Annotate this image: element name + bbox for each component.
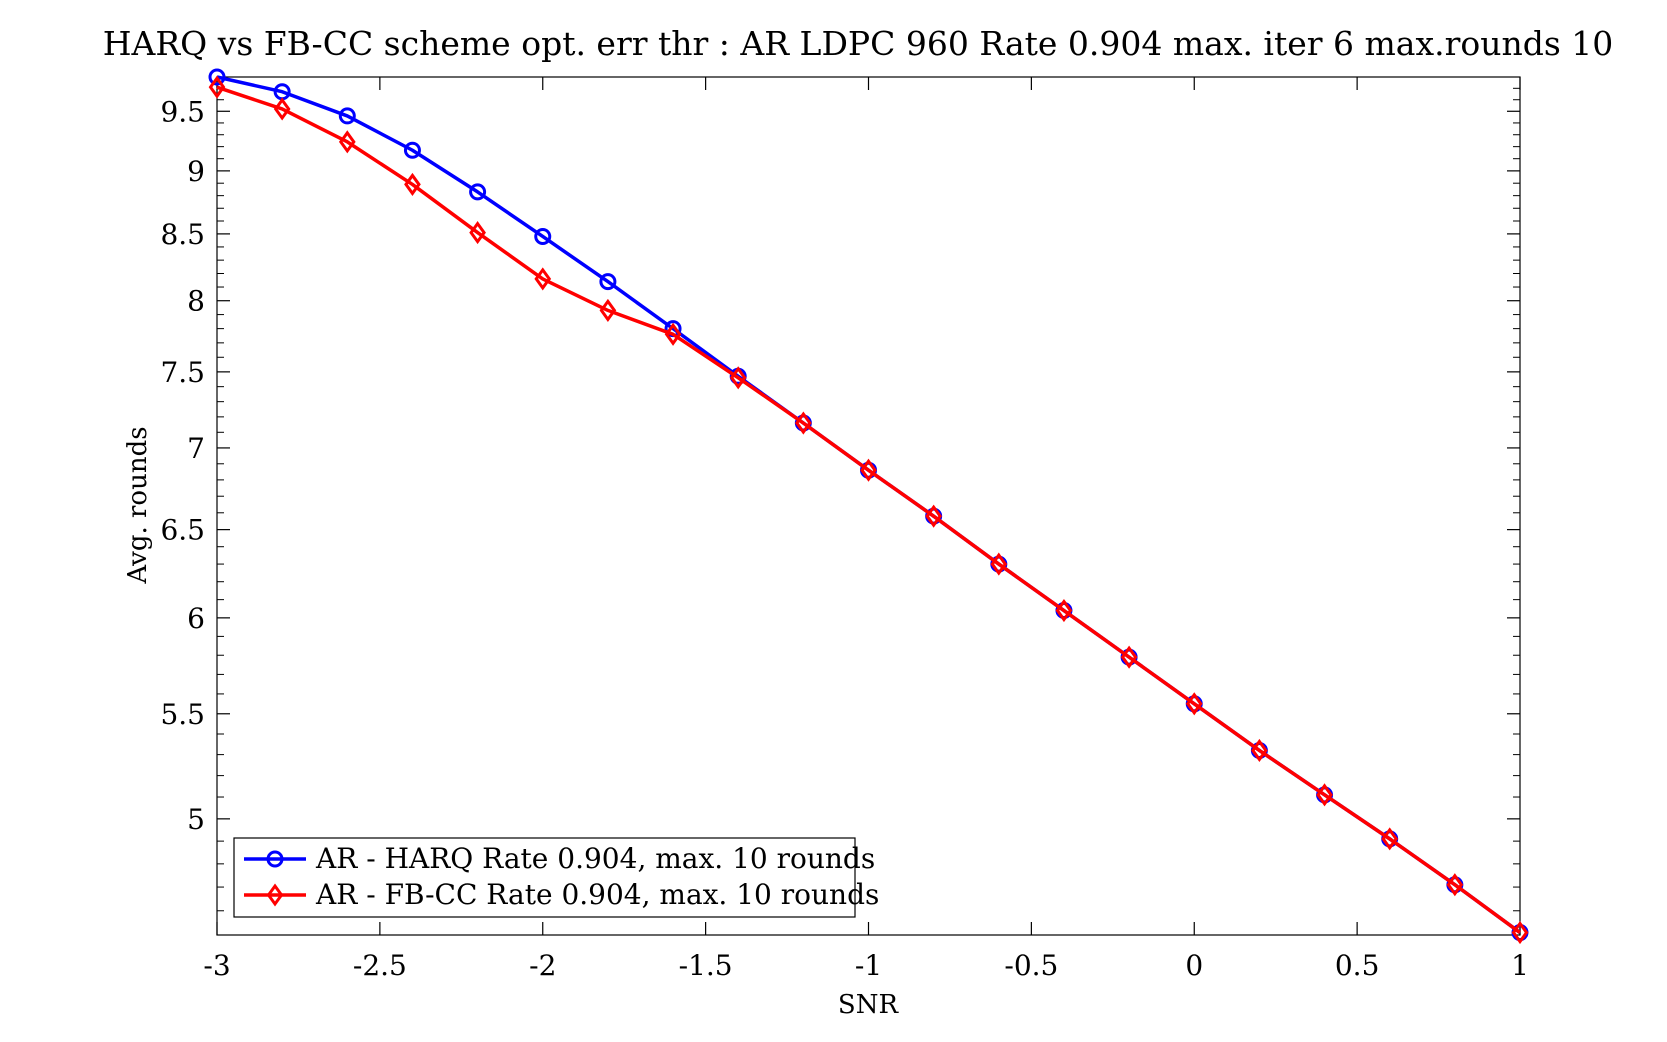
- y-tick-label: 5: [187, 803, 205, 836]
- data-point: [599, 273, 617, 291]
- data-point: [338, 130, 356, 154]
- data-point: [534, 227, 552, 245]
- data-point: [729, 366, 747, 390]
- data-point: [534, 267, 552, 291]
- data-point: [990, 552, 1008, 576]
- series-layer: [208, 68, 1529, 945]
- x-tick-label: 1: [1511, 949, 1529, 982]
- x-tick-label: -0.5: [1004, 949, 1058, 982]
- x-tick-label: 0.5: [1335, 949, 1380, 982]
- data-point: [1251, 738, 1268, 763]
- data-point: [1381, 827, 1399, 851]
- series-2: [208, 75, 1529, 945]
- x-tick-label: -1.5: [679, 949, 733, 982]
- x-axis-ticks: -3 -2.5 -2 -1.5 -1 -0.5 0 0.5 1: [203, 77, 1529, 982]
- data-point: [1511, 920, 1529, 945]
- data-point: [338, 107, 356, 125]
- y-axis-ticks: 5 5.5 6 6.5 7 7.5 8 8.5 9 9.5: [160, 95, 1520, 836]
- chart-title: HARQ vs FB-CC scheme opt. err thr : AR L…: [103, 24, 1614, 63]
- data-point: [469, 183, 487, 201]
- minor-ticks: [217, 76, 1520, 936]
- x-tick-label: 0: [1185, 949, 1203, 982]
- data-point: [1185, 692, 1203, 716]
- data-point: [794, 411, 812, 435]
- data-point: [208, 75, 226, 99]
- data-point: [208, 68, 226, 86]
- data-point: [1120, 645, 1138, 669]
- data-point: [403, 141, 421, 159]
- legend-entry: AR - HARQ Rate 0.904, max. 10 rounds: [244, 842, 875, 875]
- data-point: [599, 298, 617, 322]
- legend-swatch-marker: [266, 883, 284, 907]
- y-tick-label: 5.5: [160, 698, 205, 731]
- y-tick-label: 8: [187, 285, 205, 318]
- legend-label: AR - FB-CC Rate 0.904, max. 10 rounds: [315, 878, 879, 911]
- y-tick-label: 8.5: [160, 218, 205, 251]
- y-axis-label: Avg. rounds: [123, 426, 153, 584]
- data-point: [664, 322, 682, 346]
- plot-area: [216, 76, 1521, 936]
- data-point: [273, 97, 291, 121]
- data-point: [469, 221, 486, 245]
- legend-entry: AR - FB-CC Rate 0.904, max. 10 rounds: [244, 878, 879, 911]
- data-point: [1316, 783, 1333, 807]
- x-tick-label: -2.5: [353, 949, 407, 982]
- legend-label: AR - HARQ Rate 0.904, max. 10 rounds: [315, 842, 875, 875]
- x-tick-label: -3: [203, 949, 230, 982]
- series-line: [216, 85, 1522, 934]
- x-axis-label: SNR: [838, 990, 900, 1020]
- x-tick-label: -1: [855, 949, 882, 982]
- data-point: [1446, 873, 1464, 897]
- x-tick-label: -2: [529, 949, 556, 982]
- data-point: [860, 458, 877, 482]
- y-tick-label: 7: [187, 432, 205, 465]
- y-tick-label: 9.5: [160, 95, 205, 128]
- data-point: [925, 504, 943, 528]
- legend-swatch-marker: [266, 850, 284, 868]
- data-point: [404, 172, 421, 196]
- data-point: [1055, 598, 1073, 623]
- y-tick-label: 7.5: [160, 356, 205, 389]
- legend-box: [233, 837, 856, 918]
- y-tick-label: 9: [187, 155, 205, 188]
- y-tick-label: 6.5: [160, 514, 205, 547]
- y-tick-label: 6: [187, 602, 205, 635]
